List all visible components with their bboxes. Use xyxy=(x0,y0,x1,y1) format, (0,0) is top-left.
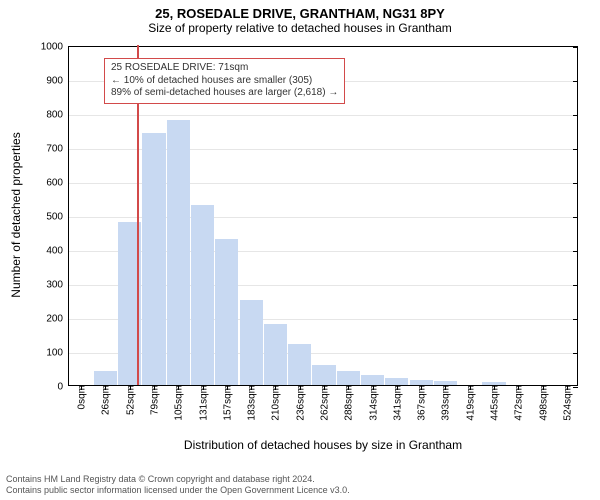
annotation-line1: 25 ROSEDALE DRIVE: 71sqm xyxy=(111,62,338,75)
x-axis-label: Distribution of detached houses by size … xyxy=(68,438,578,452)
chart-subtitle: Size of property relative to detached ho… xyxy=(0,21,600,35)
ytick-label: 400 xyxy=(46,246,69,257)
ytick-mark xyxy=(573,353,578,354)
histogram-bar xyxy=(94,371,117,385)
xtick-label: 341sqm xyxy=(390,385,403,421)
ytick-label: 500 xyxy=(46,212,69,223)
y-axis-label: Number of detached properties xyxy=(9,115,23,315)
ytick-mark xyxy=(573,47,578,48)
histogram-bar xyxy=(264,324,287,385)
histogram-bar xyxy=(288,344,311,385)
ytick-mark xyxy=(573,217,578,218)
xtick-label: 445sqm xyxy=(488,385,501,421)
annotation-box: 25 ROSEDALE DRIVE: 71sqm ← 10% of detach… xyxy=(104,58,345,104)
ytick-mark xyxy=(573,387,578,388)
xtick-label: 183sqm xyxy=(245,385,258,421)
ytick-label: 1000 xyxy=(41,42,69,53)
ytick-mark xyxy=(573,149,578,150)
ytick-mark xyxy=(573,251,578,252)
ytick-label: 0 xyxy=(57,382,69,393)
xtick-label: 262sqm xyxy=(318,385,331,421)
xtick-label: 26sqm xyxy=(99,385,112,415)
histogram-bar xyxy=(240,300,263,385)
ytick-label: 900 xyxy=(46,76,69,87)
histogram-bar xyxy=(312,365,335,385)
xtick-label: 236sqm xyxy=(293,385,306,421)
histogram-bar xyxy=(167,120,190,385)
xtick-label: 105sqm xyxy=(172,385,185,421)
annotation-line2: ← 10% of detached houses are smaller (30… xyxy=(111,75,338,88)
attribution-line2: Contains public sector information licen… xyxy=(6,485,350,496)
xtick-label: 498sqm xyxy=(536,385,549,421)
histogram-bar xyxy=(215,239,238,385)
xtick-label: 0sqm xyxy=(75,385,88,409)
chart-title: 25, ROSEDALE DRIVE, GRANTHAM, NG31 8PY xyxy=(0,6,600,21)
xtick-label: 314sqm xyxy=(366,385,379,421)
xtick-label: 472sqm xyxy=(512,385,525,421)
attribution: Contains HM Land Registry data © Crown c… xyxy=(6,474,350,497)
chart-header: 25, ROSEDALE DRIVE, GRANTHAM, NG31 8PY S… xyxy=(0,0,600,35)
ytick-label: 700 xyxy=(46,144,69,155)
xtick-label: 524sqm xyxy=(560,385,573,421)
chart-container: 25, ROSEDALE DRIVE, GRANTHAM, NG31 8PY S… xyxy=(0,0,600,500)
ytick-mark xyxy=(573,319,578,320)
histogram-bar xyxy=(337,371,360,385)
ytick-mark xyxy=(573,183,578,184)
annotation-line3: 89% of semi-detached houses are larger (… xyxy=(111,87,338,100)
histogram-bar xyxy=(142,133,165,385)
ytick-mark xyxy=(573,81,578,82)
histogram-bar xyxy=(191,205,214,385)
ytick-label: 200 xyxy=(46,314,69,325)
xtick-label: 79sqm xyxy=(148,385,161,415)
ytick-label: 100 xyxy=(46,348,69,359)
xtick-label: 52sqm xyxy=(123,385,136,415)
ytick-label: 300 xyxy=(46,280,69,291)
xtick-label: 210sqm xyxy=(269,385,282,421)
xtick-label: 157sqm xyxy=(220,385,233,421)
xtick-label: 419sqm xyxy=(463,385,476,421)
ytick-label: 800 xyxy=(46,110,69,121)
ytick-label: 600 xyxy=(46,178,69,189)
histogram-bar xyxy=(385,378,408,385)
xtick-label: 367sqm xyxy=(415,385,428,421)
histogram-bar xyxy=(361,375,384,385)
ytick-mark xyxy=(573,285,578,286)
xtick-label: 288sqm xyxy=(342,385,355,421)
xtick-label: 393sqm xyxy=(439,385,452,421)
xtick-label: 131sqm xyxy=(196,385,209,421)
gridline xyxy=(69,115,577,116)
ytick-mark xyxy=(573,115,578,116)
attribution-line1: Contains HM Land Registry data © Crown c… xyxy=(6,474,350,485)
